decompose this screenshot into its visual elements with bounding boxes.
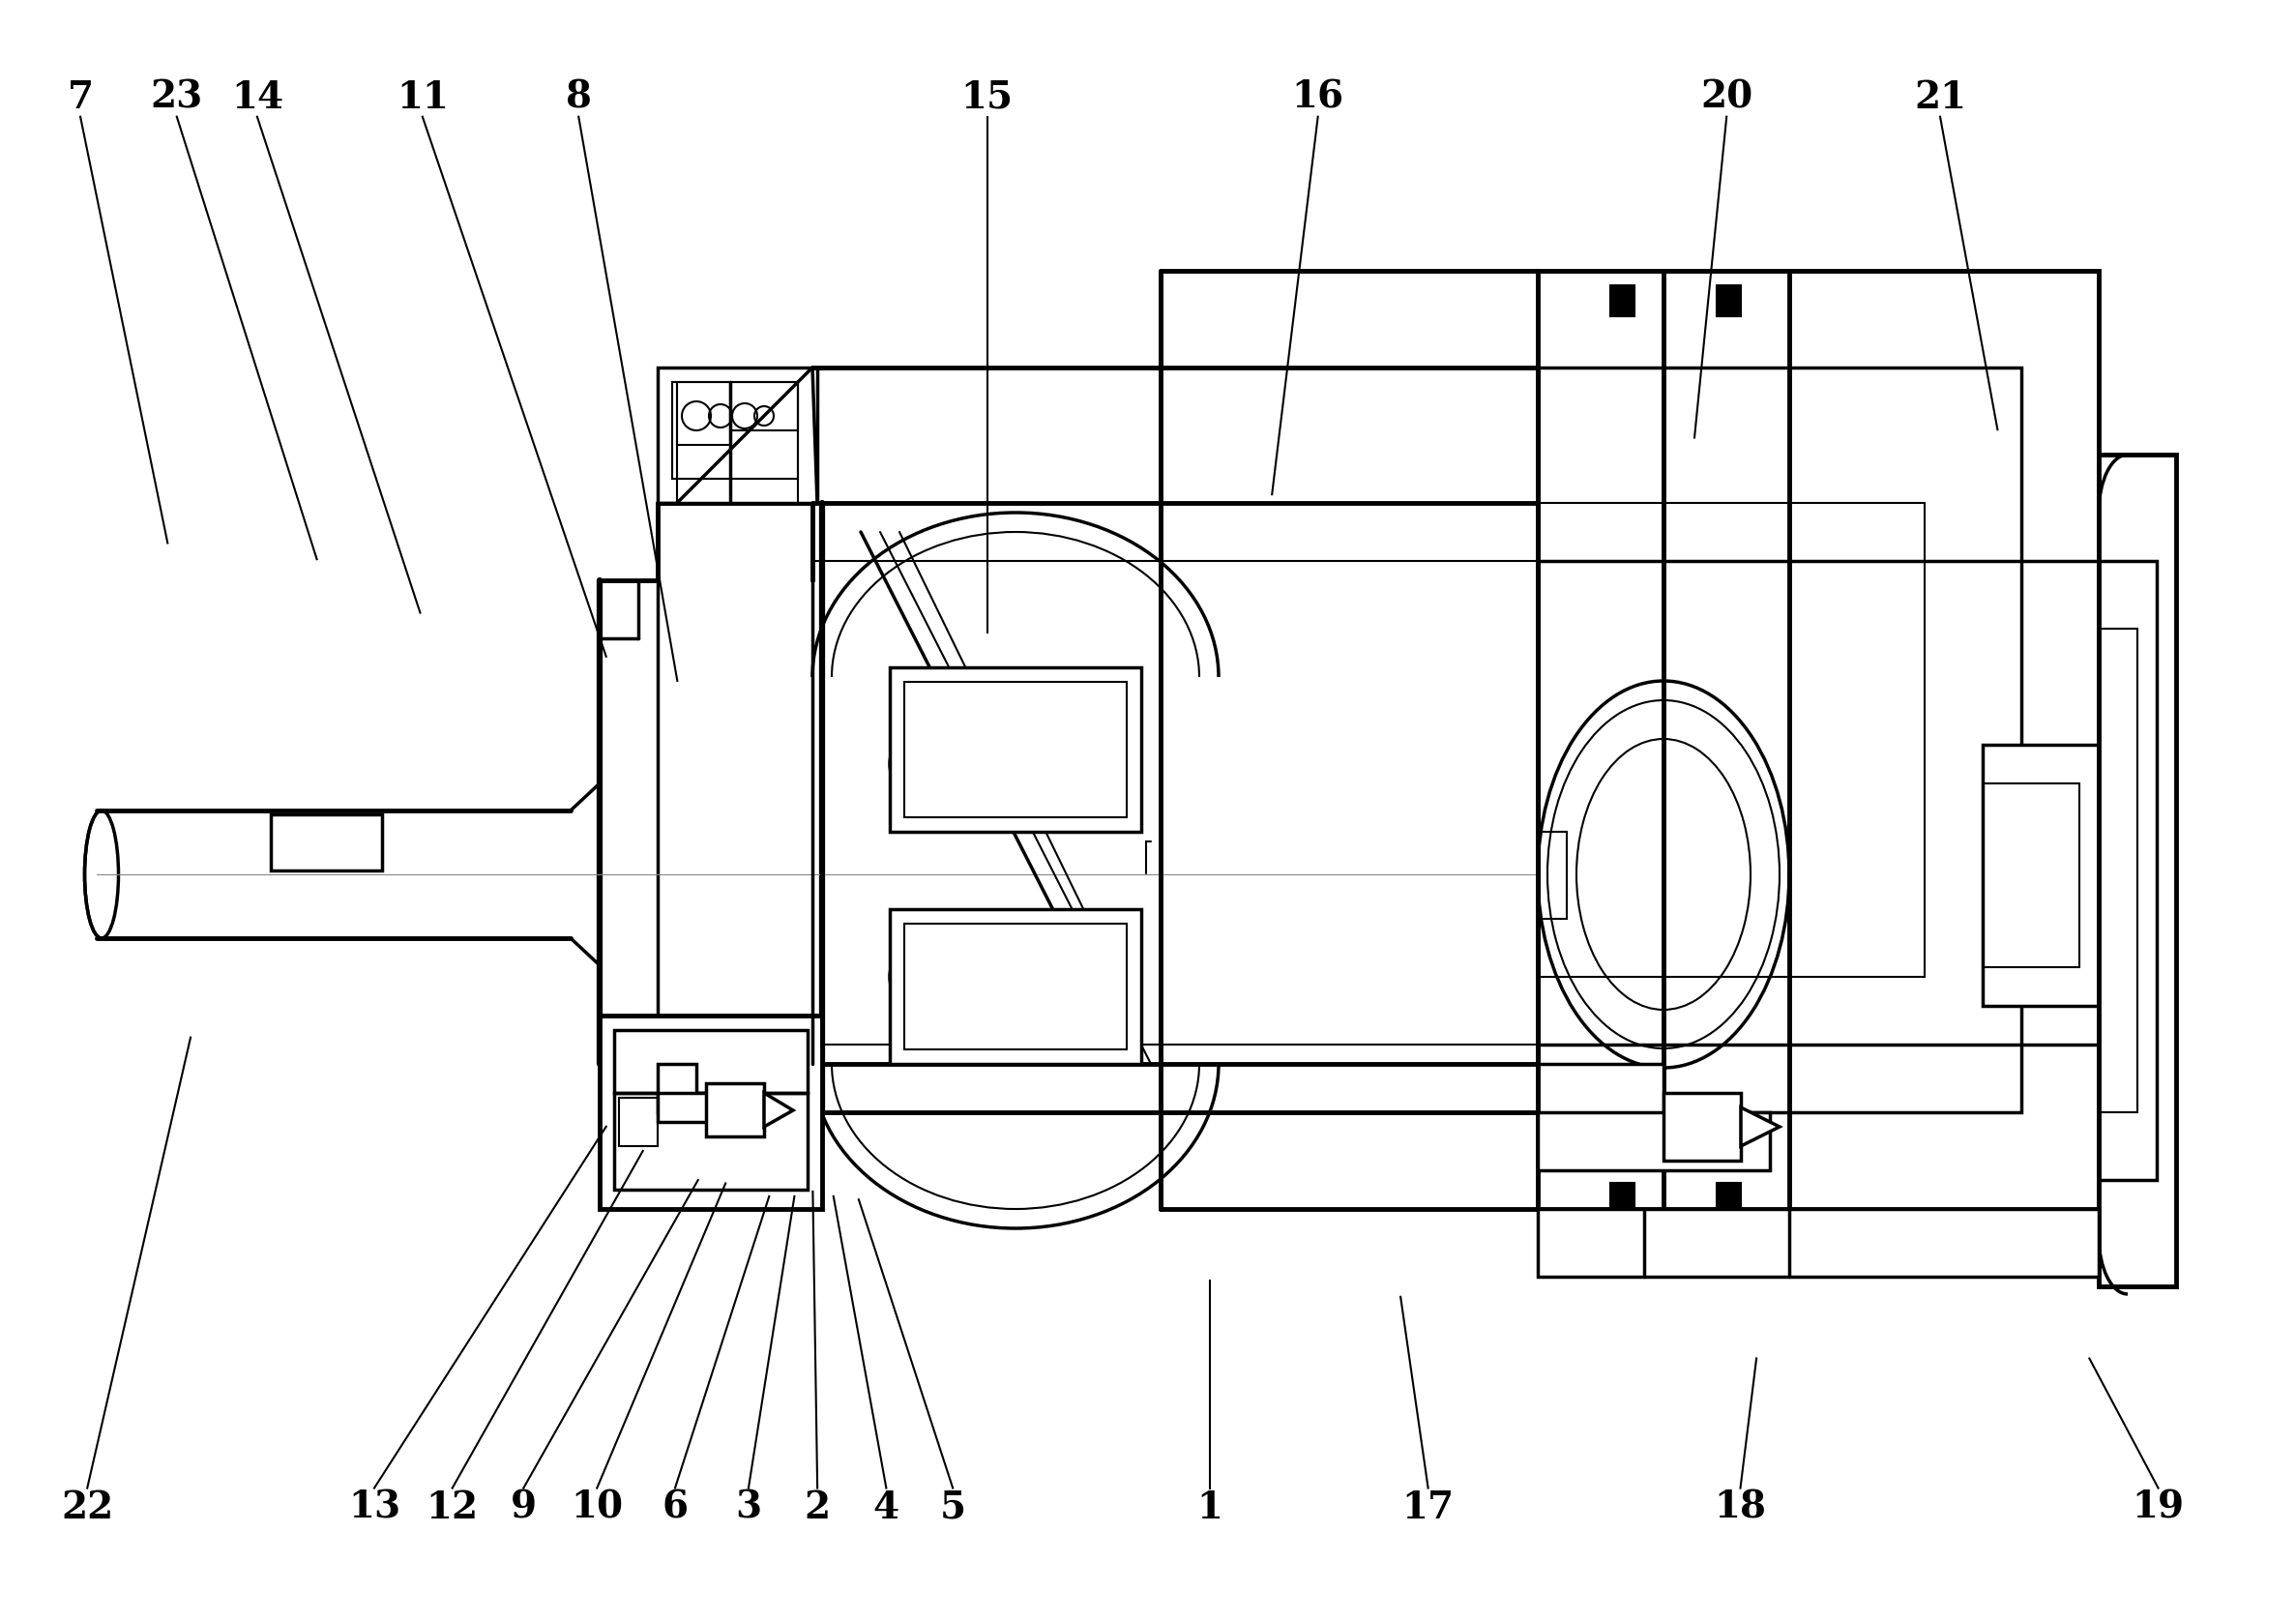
Text: 17: 17 <box>1403 1490 1453 1525</box>
Bar <box>1538 368 2020 1112</box>
Text: 22: 22 <box>62 1490 113 1525</box>
Bar <box>1984 744 2099 1007</box>
Text: 7: 7 <box>67 79 94 115</box>
Bar <box>1538 271 2099 1209</box>
Bar <box>657 368 817 503</box>
Text: 21: 21 <box>1915 79 1965 115</box>
Polygon shape <box>1665 1093 1740 1161</box>
Bar <box>1538 1112 1770 1170</box>
Text: 12: 12 <box>427 1490 478 1525</box>
Bar <box>657 1063 696 1112</box>
Bar <box>2099 629 2138 1112</box>
Bar <box>1609 285 1635 316</box>
Bar <box>657 1093 735 1122</box>
Text: 3: 3 <box>735 1490 762 1525</box>
Bar <box>905 682 1127 817</box>
Bar <box>1538 1063 1665 1151</box>
Text: 8: 8 <box>565 79 592 115</box>
Text: 1: 1 <box>1196 1490 1224 1525</box>
Text: 10: 10 <box>572 1490 622 1525</box>
Bar <box>905 924 1127 1049</box>
Bar <box>673 383 799 478</box>
Text: 15: 15 <box>962 79 1013 115</box>
Bar <box>1538 1209 2099 1277</box>
Text: 16: 16 <box>1293 79 1343 115</box>
Text: 13: 13 <box>349 1490 400 1525</box>
Bar <box>620 1097 657 1146</box>
Bar <box>2099 454 2177 1287</box>
Text: 18: 18 <box>1715 1490 1766 1525</box>
Bar <box>1717 1183 1740 1214</box>
Bar <box>891 668 1141 832</box>
Polygon shape <box>765 1093 792 1127</box>
Bar <box>613 1029 808 1093</box>
Text: 9: 9 <box>510 1490 537 1525</box>
Bar <box>2099 561 2156 1180</box>
Bar <box>1609 1183 1635 1214</box>
Text: 2: 2 <box>804 1490 831 1525</box>
Bar <box>1538 503 1924 977</box>
Text: 14: 14 <box>232 79 282 115</box>
Text: 6: 6 <box>661 1490 689 1525</box>
Text: 11: 11 <box>397 79 448 115</box>
Text: 19: 19 <box>2133 1490 2183 1525</box>
Text: 5: 5 <box>939 1490 967 1525</box>
Bar <box>271 814 381 870</box>
Text: 4: 4 <box>872 1490 900 1525</box>
Polygon shape <box>2099 773 2138 977</box>
Bar <box>891 909 1141 1063</box>
Bar <box>730 383 799 431</box>
Bar <box>613 1093 808 1190</box>
Text: 20: 20 <box>1701 79 1752 115</box>
Bar <box>1538 832 1566 919</box>
Bar <box>677 383 730 444</box>
Bar <box>599 1015 822 1209</box>
Text: 23: 23 <box>152 79 202 115</box>
Bar <box>1717 285 1740 316</box>
Polygon shape <box>705 1083 765 1136</box>
Polygon shape <box>1740 1107 1779 1146</box>
Bar <box>1984 783 2080 968</box>
